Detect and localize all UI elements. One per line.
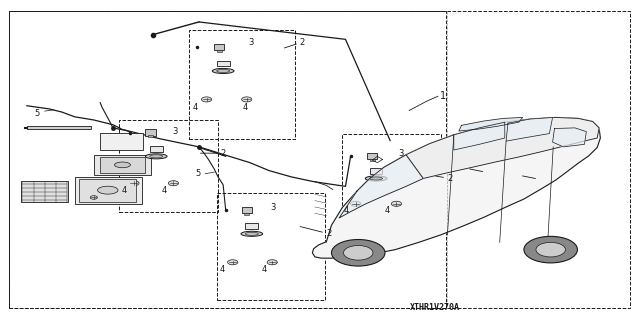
Ellipse shape — [245, 232, 259, 235]
Circle shape — [228, 260, 238, 265]
Text: 2: 2 — [447, 174, 452, 183]
Polygon shape — [459, 117, 523, 131]
Circle shape — [351, 201, 361, 206]
Text: 2: 2 — [221, 149, 226, 158]
Circle shape — [90, 196, 97, 199]
Bar — [217, 61, 230, 66]
Bar — [20, 181, 68, 202]
Text: 4: 4 — [261, 265, 266, 274]
Circle shape — [267, 260, 277, 265]
Bar — [9, 11, 445, 308]
Bar — [217, 193, 325, 300]
Circle shape — [168, 181, 179, 186]
Text: 4: 4 — [220, 265, 225, 274]
Circle shape — [242, 97, 252, 102]
Text: 4: 4 — [162, 186, 167, 195]
Ellipse shape — [115, 162, 131, 168]
Bar — [100, 157, 145, 173]
Circle shape — [392, 201, 401, 206]
Bar — [342, 134, 441, 229]
Text: 4: 4 — [242, 103, 248, 112]
Bar — [75, 177, 141, 204]
Bar — [150, 146, 163, 152]
Bar — [148, 136, 153, 137]
Ellipse shape — [145, 154, 167, 159]
Ellipse shape — [150, 155, 163, 158]
Polygon shape — [454, 122, 505, 150]
Bar — [94, 155, 151, 175]
Bar — [241, 207, 252, 213]
Bar — [370, 168, 383, 174]
Ellipse shape — [212, 69, 234, 73]
Text: 4: 4 — [193, 103, 198, 112]
Text: 2: 2 — [300, 38, 305, 47]
Bar — [370, 159, 375, 161]
Ellipse shape — [365, 176, 387, 181]
Text: 2: 2 — [326, 229, 332, 238]
Bar — [246, 223, 258, 229]
Text: 5: 5 — [35, 109, 40, 118]
Circle shape — [536, 242, 565, 257]
Text: 3: 3 — [248, 38, 254, 47]
Ellipse shape — [369, 177, 383, 180]
Polygon shape — [552, 128, 586, 147]
Bar — [214, 44, 225, 50]
Text: XTHR1V270A: XTHR1V270A — [410, 303, 460, 312]
Bar — [367, 153, 378, 160]
Text: 5: 5 — [195, 169, 200, 178]
Circle shape — [344, 246, 373, 260]
Bar — [189, 30, 294, 139]
Ellipse shape — [217, 70, 230, 72]
Circle shape — [332, 240, 385, 266]
Text: 4: 4 — [122, 186, 127, 195]
Polygon shape — [339, 155, 423, 218]
Text: 4: 4 — [385, 206, 390, 215]
Bar — [100, 133, 143, 150]
Bar — [145, 130, 156, 136]
Bar — [119, 120, 218, 212]
Bar — [27, 126, 91, 130]
Bar — [217, 50, 222, 52]
Text: 1: 1 — [440, 91, 446, 101]
Text: 3: 3 — [270, 203, 276, 212]
Circle shape — [202, 97, 212, 102]
Circle shape — [524, 236, 577, 263]
Bar — [79, 179, 136, 202]
Polygon shape — [312, 117, 600, 258]
Text: 3: 3 — [398, 149, 404, 158]
Circle shape — [129, 181, 139, 186]
Text: 4: 4 — [344, 206, 349, 215]
Polygon shape — [506, 117, 552, 141]
Ellipse shape — [241, 231, 262, 236]
Bar — [244, 213, 250, 215]
Ellipse shape — [98, 186, 118, 194]
Polygon shape — [406, 117, 599, 178]
Text: 3: 3 — [172, 127, 177, 136]
